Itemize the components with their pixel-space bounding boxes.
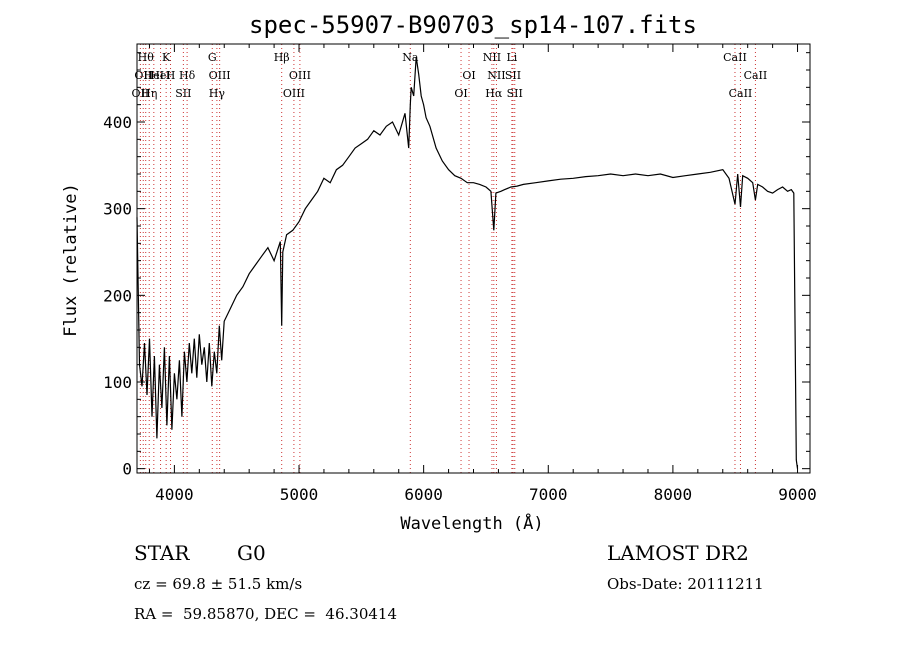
line-marker-label-3: Hη <box>141 87 157 100</box>
line-marker-label-1: OII <box>134 69 152 82</box>
x-tick-label-5: 9000 <box>778 485 817 504</box>
y-tick-label-2: 200 <box>103 286 132 305</box>
line-marker-label-11: Hγ <box>209 87 226 100</box>
survey-label: LAMOST DR2 <box>607 541 749 565</box>
chart-title: spec-55907-B90703_sp14-107.fits <box>249 11 697 39</box>
y-tick-label-3: 300 <box>103 200 132 219</box>
x-tick-label-3: 7000 <box>529 485 568 504</box>
y-tick-label-4: 400 <box>103 113 132 132</box>
spectrum-series-line <box>136 56 799 469</box>
y-axis-ticks: 0 100 200 300 400 <box>103 52 810 479</box>
line-marker-label-20: Hα <box>485 87 503 100</box>
line-marker-label-14: OIII <box>283 87 305 100</box>
line-marker-label-10: G <box>208 51 217 64</box>
line-marker-label-22: Li <box>506 51 517 64</box>
x-axis-ticks: 4000 5000 6000 7000 8000 9000 <box>148 44 817 504</box>
subclass-label: G0 <box>237 541 266 565</box>
line-marker-label-16: Na <box>402 51 419 64</box>
obs-date-text: Obs-Date: 20111211 <box>607 575 764 593</box>
x-tick-label-2: 6000 <box>404 485 443 504</box>
class-label: STAR <box>134 541 190 565</box>
line-marker-label-0: OII <box>132 87 150 100</box>
line-marker-label-18: OI <box>462 69 475 82</box>
line-marker-label-21: NII <box>487 69 505 82</box>
plot-frame <box>136 43 811 474</box>
x-tick-label-1: 5000 <box>280 485 319 504</box>
x-tick-label-0: 4000 <box>155 485 194 504</box>
line-marker-label-23: SII <box>505 69 521 82</box>
line-marker-label-19: NII <box>483 51 501 64</box>
spectral-line-markers <box>139 44 756 473</box>
line-marker-label-12: OIII <box>209 69 231 82</box>
line-marker-label-8: SII <box>175 87 191 100</box>
coords-text: RA = 59.85870, DEC = 46.30414 <box>134 605 398 623</box>
line-marker-label-5: HeI <box>150 69 170 82</box>
line-marker-label-26: CaII <box>729 87 753 100</box>
line-marker-label-27: CaII <box>744 69 768 82</box>
x-tick-label-4: 8000 <box>654 485 693 504</box>
line-marker-label-25: CaII <box>723 51 747 64</box>
line-marker-label-2: Hθ <box>138 51 155 64</box>
cz-text: cz = 69.8 ± 51.5 km/s <box>134 575 303 593</box>
line-marker-label-17: OI <box>454 87 467 100</box>
line-marker-label-4: HeI <box>144 69 164 82</box>
line-marker-label-6: K <box>162 51 171 64</box>
line-marker-label-15: OIII <box>289 69 311 82</box>
line-marker-label-24: SII <box>507 87 523 100</box>
y-tick-label-1: 100 <box>103 373 132 392</box>
line-marker-label-7: H <box>166 69 176 82</box>
y-axis-label: Flux (relative) <box>61 183 81 337</box>
x-axis-label: Wavelength (Å) <box>400 512 543 534</box>
line-marker-label-9: Hδ <box>179 69 196 82</box>
y-tick-label-0: 0 <box>122 460 132 479</box>
line-marker-label-13: Hβ <box>274 51 290 64</box>
